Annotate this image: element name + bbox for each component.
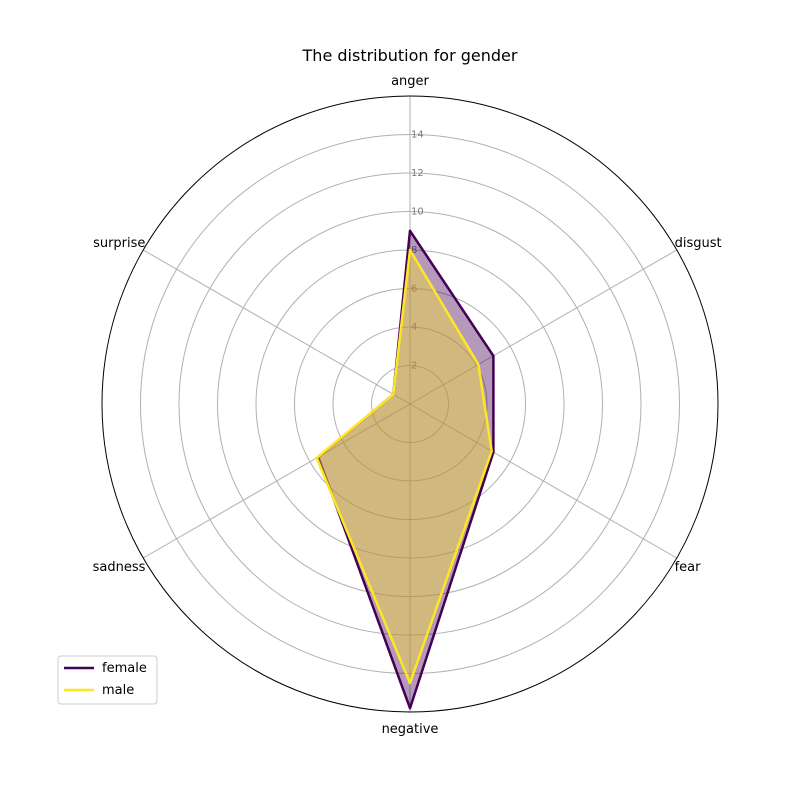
category-label-disgust: disgust <box>675 236 722 251</box>
category-label-negative: negative <box>382 722 439 737</box>
series-layer <box>315 229 495 710</box>
legend-label-male: male <box>102 683 134 698</box>
radial-tick-label: 10 <box>411 207 424 218</box>
radial-tick-label: 4 <box>411 322 417 333</box>
radial-tick-label: 12 <box>411 168 424 179</box>
category-label-fear: fear <box>675 560 702 575</box>
spoke-surprise <box>143 249 411 405</box>
chart-title: The distribution for gender <box>302 46 518 65</box>
radial-tick-label: 6 <box>411 284 417 295</box>
spoke-sadness <box>143 403 411 559</box>
grid: 2 4 6 8 10 12 14 <box>101 95 719 713</box>
spoke-disgust <box>409 249 677 405</box>
category-label-anger: anger <box>391 74 429 89</box>
radial-tick-label: 8 <box>411 245 417 256</box>
radial-tick-label: 2 <box>411 361 417 372</box>
series-line-male <box>315 248 493 685</box>
series-fill-female <box>318 230 494 709</box>
radial-tick-label: 14 <box>411 130 424 141</box>
category-label-surprise: surprise <box>93 236 145 251</box>
category-label-sadness: sadness <box>93 560 146 575</box>
legend: female male <box>57 655 158 705</box>
category-labels: anger disgust fear negative sadness surprise <box>93 74 722 737</box>
outer-ring <box>101 95 719 713</box>
spoke-fear <box>409 403 677 559</box>
legend-label-female: female <box>102 661 147 676</box>
